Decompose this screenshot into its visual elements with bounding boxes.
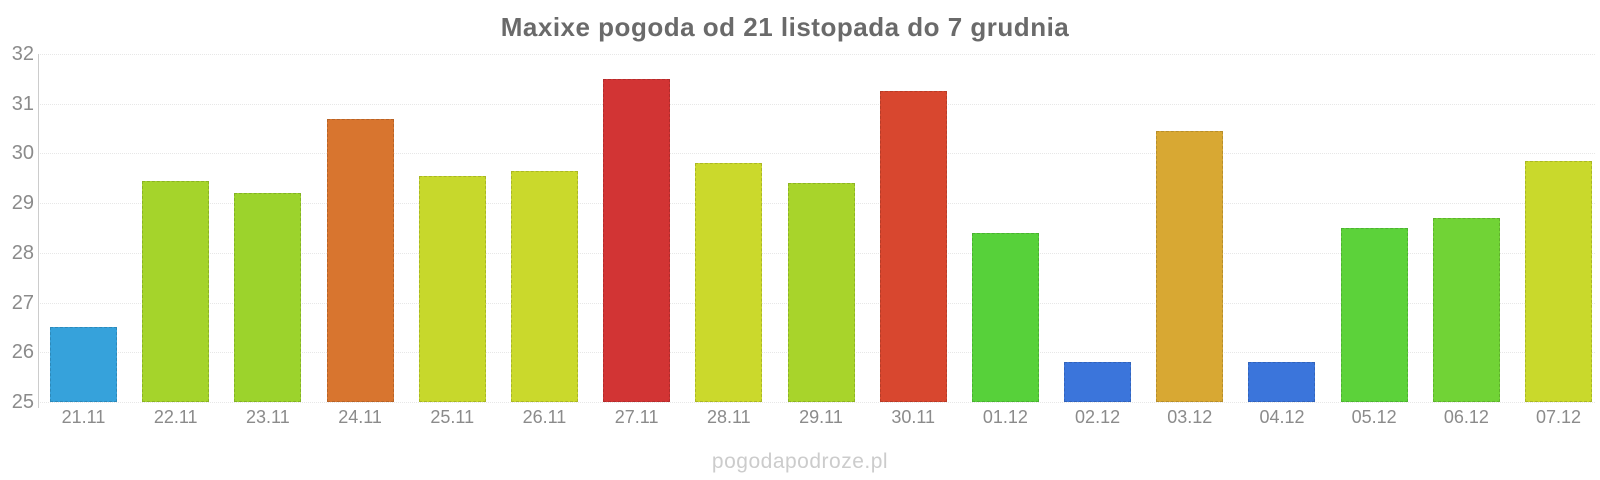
watermark: pogodapodroze.pl <box>711 450 889 473</box>
temperature-bar <box>1432 218 1500 402</box>
temperature-bar <box>879 91 947 402</box>
x-axis-tick-label: 30.11 <box>891 407 936 427</box>
temperature-bar <box>971 232 1039 402</box>
x-axis-tick-label: 25.11 <box>430 407 475 427</box>
y-axis-tick-label: 29 <box>11 192 34 215</box>
y-axis-tick-label: 25 <box>11 391 34 413</box>
x-axis-tick-label: 02.12 <box>1075 407 1121 427</box>
temperature-bar <box>510 170 578 402</box>
y-axis-tick-label: 26 <box>11 341 34 364</box>
x-axis-tick-label: 03.12 <box>1167 407 1213 427</box>
temperature-bar <box>1248 362 1316 402</box>
temperature-bar <box>695 163 763 402</box>
chart-title: Maxixe pogoda od 21 listopada do 7 grudn… <box>500 12 1070 42</box>
temperature-bar <box>142 180 210 402</box>
temperature-bar <box>1156 131 1224 402</box>
y-axis-tick-label: 28 <box>11 241 34 264</box>
temperature-bar <box>418 175 486 402</box>
x-axis-tick-label: 26.11 <box>522 407 567 427</box>
x-axis-tick-label: 07.12 <box>1536 407 1582 427</box>
y-axis-tick-label: 31 <box>11 92 34 115</box>
temperature-bar <box>1340 228 1408 402</box>
x-axis-tick-label: 27.11 <box>614 407 659 427</box>
temperature-bar <box>50 327 117 402</box>
x-axis-tick-label: 04.12 <box>1259 407 1305 427</box>
x-axis-tick-label: 05.12 <box>1351 407 1397 427</box>
y-axis-tick-label: 32 <box>11 43 34 65</box>
temperature-bar <box>234 193 302 402</box>
temperature-bar <box>1064 362 1132 402</box>
gridline <box>38 153 1595 155</box>
gridline <box>38 103 1595 105</box>
x-axis-tick-label: 21.11 <box>61 407 106 427</box>
temperature-bar <box>603 78 671 402</box>
y-axis-tick-label: 27 <box>11 291 34 314</box>
temperature-bar <box>326 118 394 402</box>
y-axis-tick-label: 30 <box>11 142 34 165</box>
temperature-bar <box>787 183 855 402</box>
x-axis-tick-label: 06.12 <box>1443 407 1489 427</box>
x-axis-tick-label: 29.11 <box>799 407 843 427</box>
x-axis-tick-label: 23.11 <box>246 407 290 427</box>
x-axis-tick-label: 24.11 <box>338 407 382 427</box>
x-axis-tick-label: 28.11 <box>706 407 751 427</box>
gridline <box>38 54 1595 55</box>
x-axis-tick-label: 22.11 <box>153 407 198 427</box>
gridline <box>38 402 1595 403</box>
x-axis-tick-label: 01.12 <box>982 407 1028 427</box>
temperature-bar <box>1525 160 1593 402</box>
y-axis-line <box>38 54 39 408</box>
